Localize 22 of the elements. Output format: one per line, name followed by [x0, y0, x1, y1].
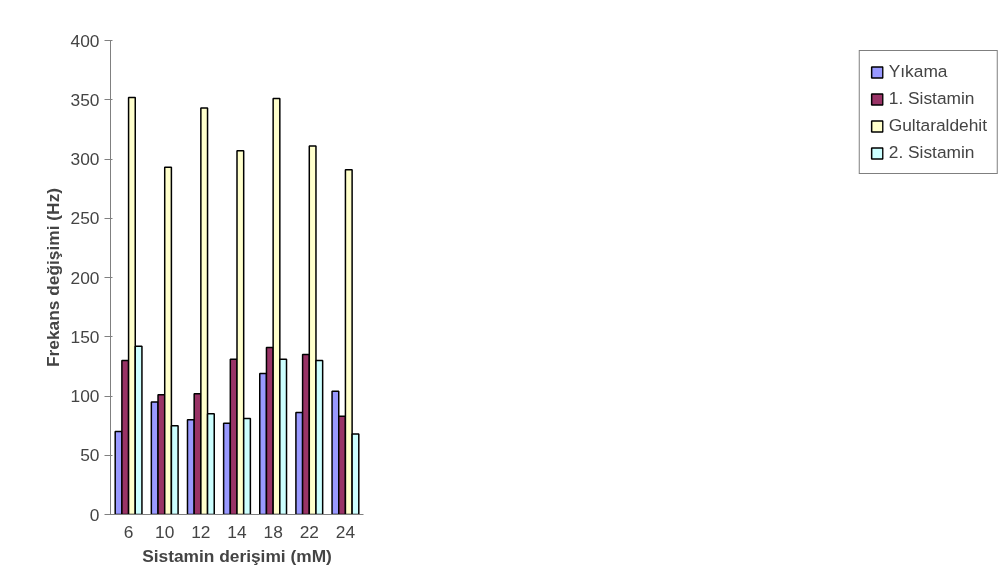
x-tick-label: 18 [263, 521, 283, 542]
legend-label: Yıkama [888, 61, 948, 82]
legend-label: 2. Sistamin [888, 142, 975, 163]
legend-label: 1. Sistamin [888, 88, 975, 109]
y-tick-label: 50 [80, 445, 100, 466]
x-tick-label: 22 [299, 521, 319, 542]
x-tick-label: 14 [227, 521, 247, 542]
legend-label: Gultaraldehit [888, 115, 987, 136]
y-tick-label: 400 [70, 30, 100, 51]
x-tick-label: 12 [191, 521, 211, 542]
x-axis-title: Sistamin derişimi (mM) [142, 545, 332, 566]
y-tick-label: 150 [70, 326, 100, 347]
y-tick-label: 250 [70, 208, 100, 229]
y-tick-label: 350 [70, 89, 100, 110]
y-axis-title: Frekans değişimi (Hz) [42, 187, 63, 368]
x-tick-label: 6 [123, 521, 134, 542]
y-tick-label: 300 [70, 149, 100, 169]
y-tick-label: 0 [89, 504, 100, 525]
x-tick-label: 10 [155, 521, 175, 542]
x-tick-label: 24 [335, 521, 356, 542]
y-tick-label: 100 [70, 386, 100, 406]
y-tick-label: 200 [70, 267, 100, 288]
